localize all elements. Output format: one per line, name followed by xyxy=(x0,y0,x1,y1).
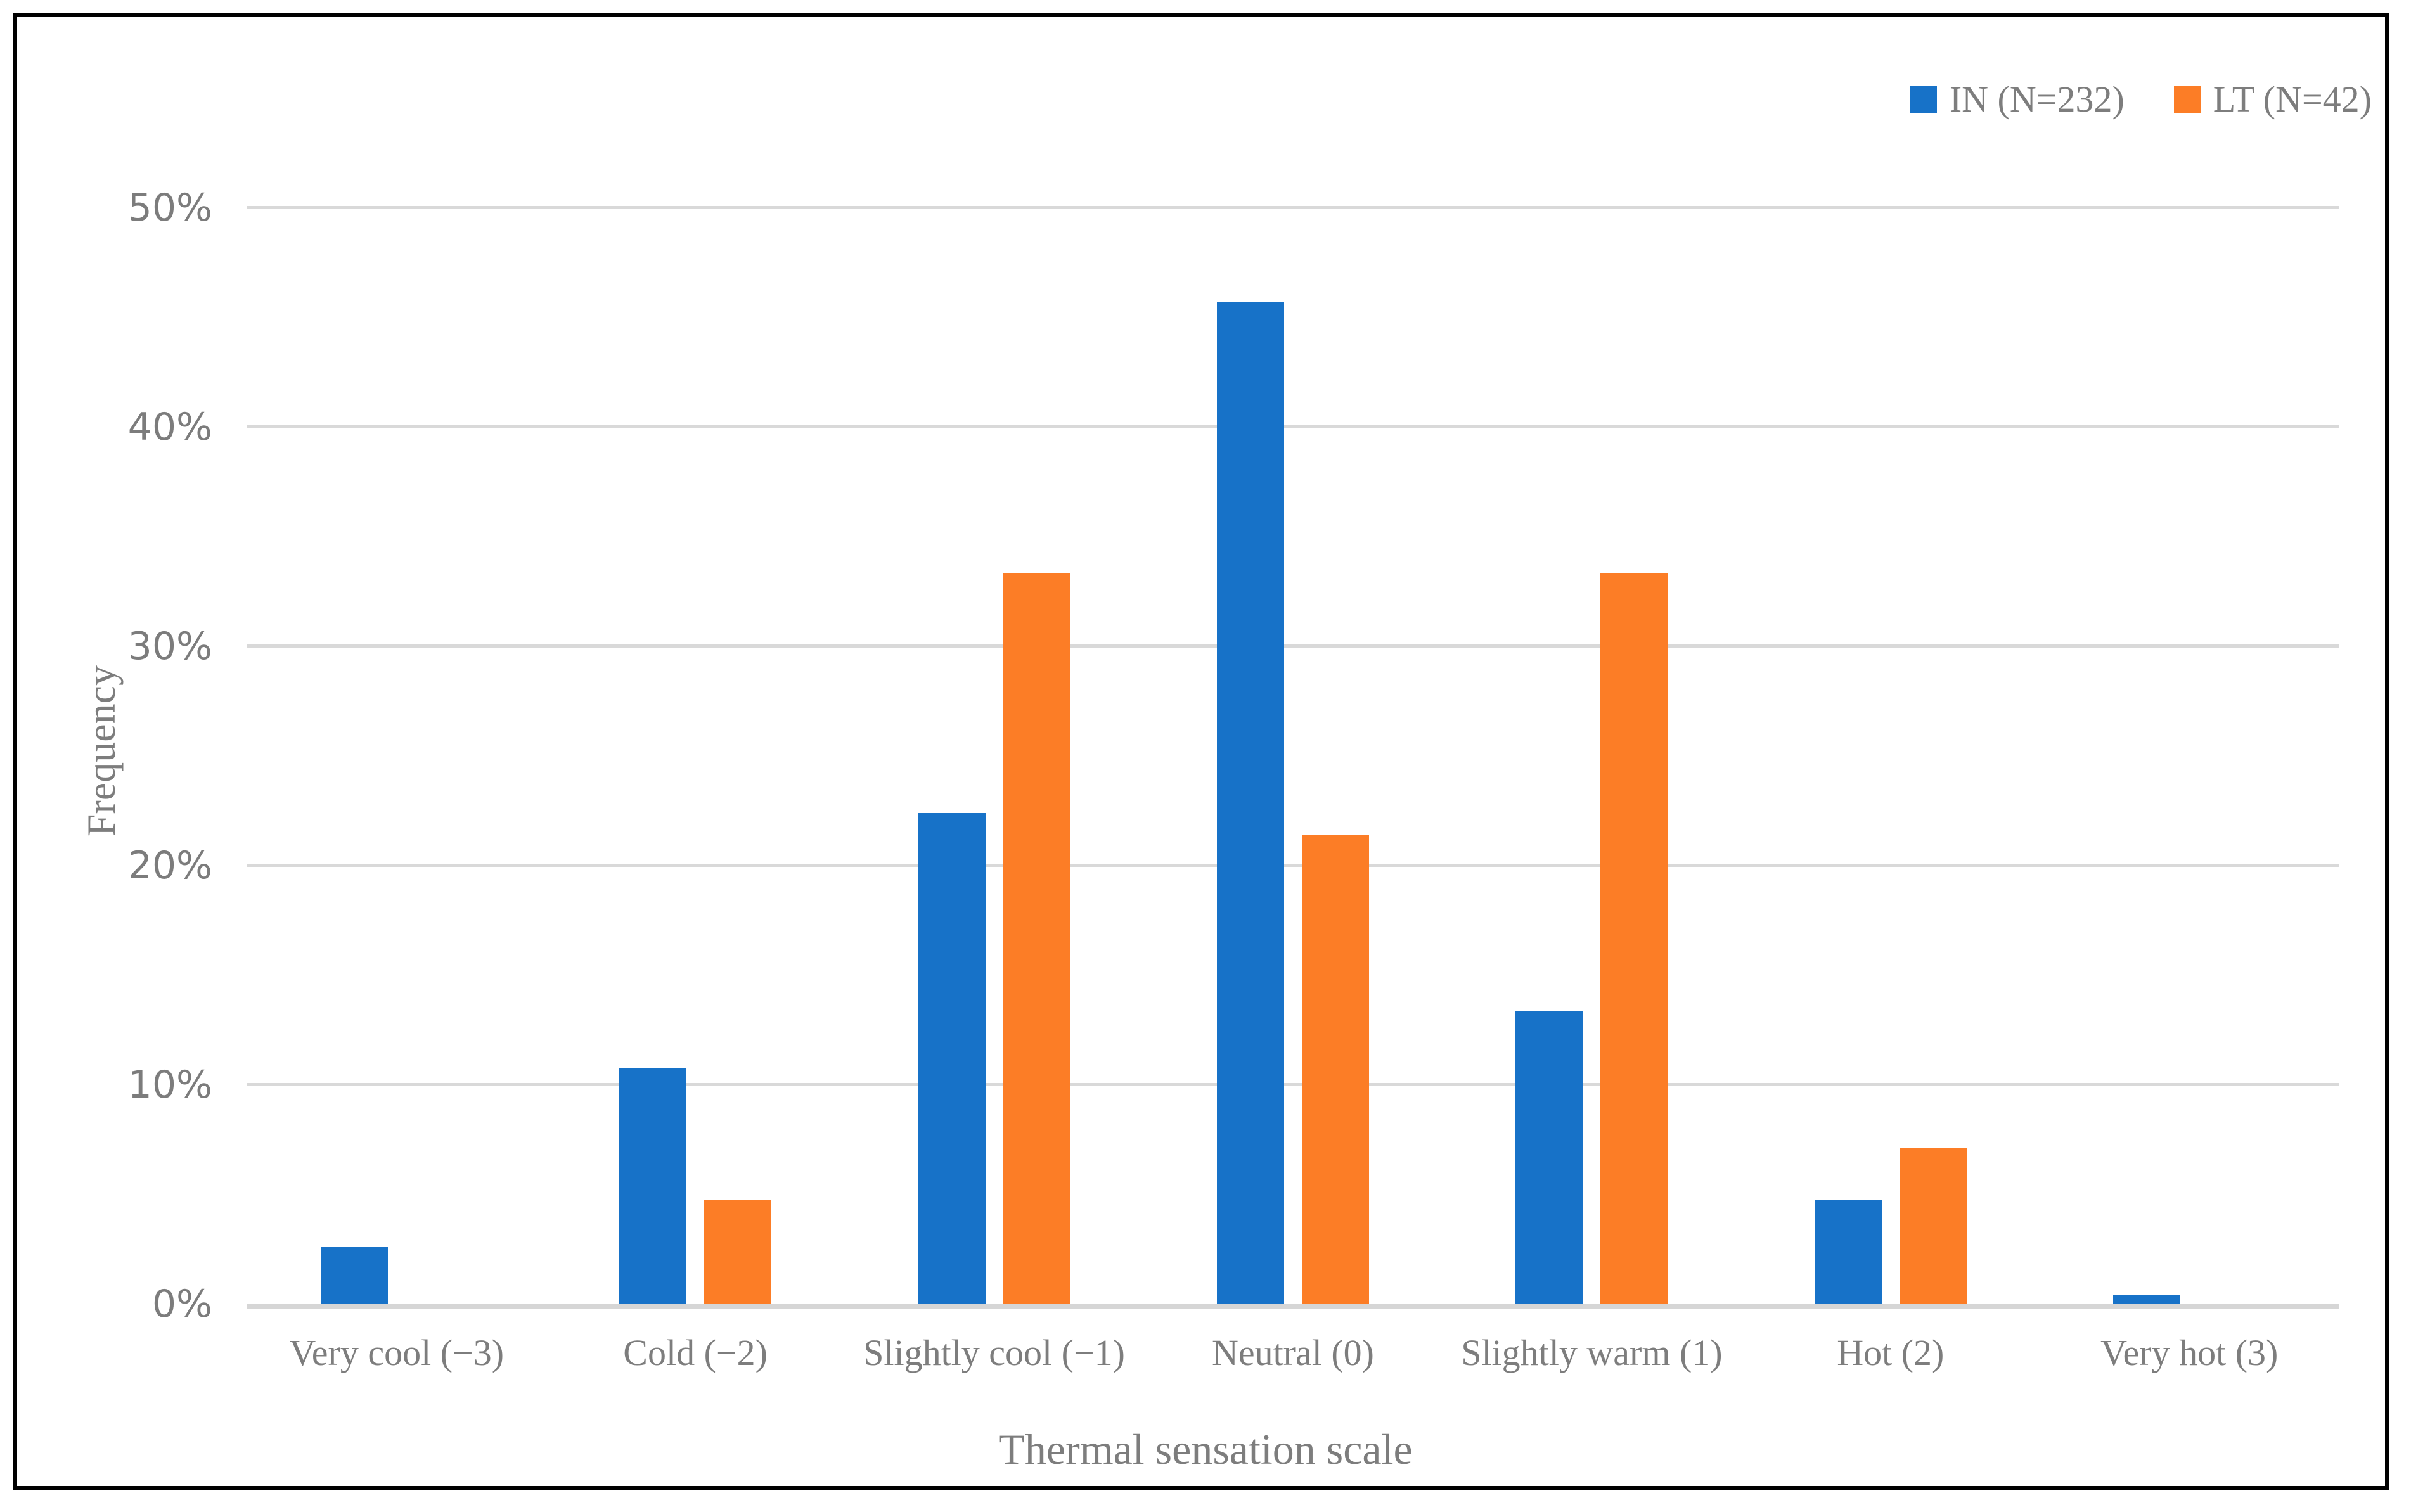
legend-swatch-in-icon xyxy=(1910,86,1937,113)
x-tick-label-0: Very cool (−3) xyxy=(289,1332,505,1373)
bar-in-5 xyxy=(1814,1200,1882,1304)
x-axis-line xyxy=(247,1304,2339,1309)
bar-in-0 xyxy=(320,1247,388,1304)
x-tick-label-3: Neutral (0) xyxy=(1211,1332,1374,1373)
legend-item-in: IN (N=232) xyxy=(1910,81,2125,118)
y-tick-label-30%: 30% xyxy=(127,624,212,669)
x-tick-label-5: Hot (2) xyxy=(1837,1332,1945,1373)
legend: IN (N=232) LT (N=42) xyxy=(1910,81,2372,118)
x-tick-label-4: Slightly warm (1) xyxy=(1461,1332,1723,1373)
x-tick-label-1: Cold (−2) xyxy=(623,1332,768,1373)
bar-group-4 xyxy=(1443,208,1741,1304)
bar-in-6 xyxy=(2113,1295,2181,1304)
gridline-30% xyxy=(247,644,2339,648)
x-axis-title: Thermal sensation scale xyxy=(998,1425,1413,1473)
gridline-40% xyxy=(247,425,2339,428)
bar-group-1 xyxy=(546,208,844,1304)
x-tick-label-2: Slightly cool (−1) xyxy=(863,1332,1125,1373)
bar-in-4 xyxy=(1515,1011,1583,1304)
plot-area: 0% 10% 20% 30% 40% 50% xyxy=(128,189,2339,1323)
bar-lt-2 xyxy=(1003,573,1070,1304)
gridline-10% xyxy=(247,1083,2339,1086)
bar-lt-3 xyxy=(1301,834,1369,1304)
bar-lt-5 xyxy=(1899,1147,1967,1304)
bar-in-1 xyxy=(619,1068,687,1304)
y-tick-label-10%: 10% xyxy=(127,1063,212,1107)
bar-group-0 xyxy=(247,208,546,1304)
legend-label-lt: LT (N=42) xyxy=(2213,79,2372,120)
legend-swatch-lt-icon xyxy=(2173,86,2201,113)
y-tick-label-50%: 50% xyxy=(127,186,212,230)
y-axis-title: Frequency xyxy=(79,665,124,837)
gridline-50% xyxy=(247,206,2339,209)
bar-group-6 xyxy=(2040,208,2339,1304)
bar-groups xyxy=(247,208,2339,1304)
figure-border xyxy=(13,13,2389,1490)
y-tick-label-0%: 0% xyxy=(151,1282,212,1326)
legend-item-lt: LT (N=42) xyxy=(2173,79,2372,120)
bar-group-3 xyxy=(1143,208,1442,1304)
y-tick-label-20%: 20% xyxy=(127,843,212,888)
bar-lt-4 xyxy=(1600,573,1668,1304)
bar-group-2 xyxy=(845,208,1143,1304)
bar-in-3 xyxy=(1216,302,1284,1304)
y-tick-label-40%: 40% xyxy=(127,405,212,449)
legend-label-in: IN (N=232) xyxy=(1949,79,2125,120)
x-axis-tick-labels: Very cool (−3) Cold (−2) Slightly cool (−1… xyxy=(247,1329,2339,1376)
x-tick-label-6: Very hot (3) xyxy=(2100,1332,2279,1373)
bar-group-5 xyxy=(1741,208,2040,1304)
bar-in-2 xyxy=(918,812,986,1304)
gridline-20% xyxy=(247,864,2339,867)
bar-lt-1 xyxy=(704,1200,772,1304)
